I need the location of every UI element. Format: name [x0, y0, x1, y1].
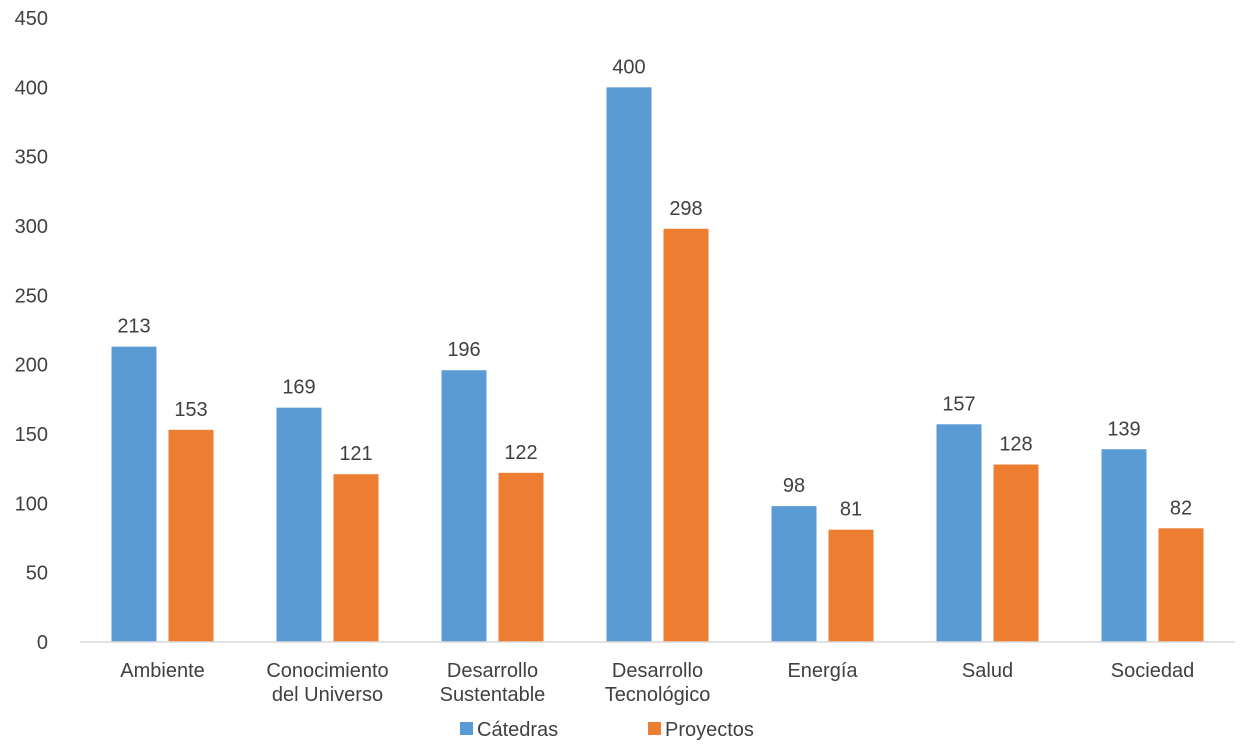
x-axis: Ambiente Conocimiento del Universo Desarrol… [120, 660, 1194, 706]
data-label: 400 [612, 56, 645, 78]
data-label: 81 [840, 499, 862, 521]
data-label: 139 [1107, 418, 1140, 440]
y-tick-label: 300 [15, 216, 48, 238]
data-label: 121 [339, 443, 372, 465]
data-label: 213 [117, 316, 150, 338]
legend-label: Proyectos [665, 719, 754, 741]
y-tick-label: 150 [15, 424, 48, 446]
x-tick-label: Ambiente [120, 660, 205, 682]
legend-swatch [460, 722, 473, 735]
y-tick-label: 100 [15, 493, 48, 515]
bar-proyectos [663, 228, 709, 643]
data-label: 82 [1170, 497, 1192, 519]
bars [111, 87, 1204, 643]
bar-catedras [606, 87, 652, 643]
legend-swatch [648, 722, 661, 735]
bar-proyectos [1158, 528, 1204, 642]
y-tick-label: 200 [15, 355, 48, 377]
data-label: 169 [282, 377, 315, 399]
bar-proyectos [993, 464, 1039, 642]
y-axis: 0 50 100 150 200 250 300 350 400 450 [15, 8, 48, 654]
legend-label: Cátedras [477, 719, 558, 741]
data-labels: 213 153 169 121 196 122 400 298 98 81 157 128 139 82 [117, 56, 1192, 520]
x-tick-label: Sociedad [1111, 660, 1194, 682]
bar-catedras [771, 506, 817, 642]
bar-proyectos [333, 474, 379, 642]
x-tick-label: Energía [787, 660, 858, 682]
legend: Cátedras Proyectos [460, 719, 754, 741]
y-tick-label: 350 [15, 147, 48, 169]
x-tick-label: Desarrollo Sustentable [440, 660, 546, 706]
data-label: 98 [783, 475, 805, 497]
x-tick-label: Desarrollo Tecnológico [605, 660, 711, 706]
data-label: 298 [669, 198, 702, 220]
bar-catedras [276, 407, 322, 642]
y-tick-label: 250 [15, 285, 48, 307]
data-label: 196 [447, 339, 480, 361]
bar-proyectos [498, 472, 544, 642]
x-tick-label: Salud [962, 660, 1013, 682]
bar-catedras [1101, 449, 1147, 642]
x-tick-label: Conocimiento del Universo [266, 660, 388, 706]
data-label: 122 [504, 442, 537, 464]
data-label: 157 [942, 393, 975, 415]
data-label: 153 [174, 399, 207, 421]
data-label: 128 [999, 434, 1032, 456]
bar-catedras [441, 370, 487, 642]
y-tick-label: 400 [15, 77, 48, 99]
y-tick-label: 50 [26, 563, 48, 585]
bar-proyectos [828, 529, 874, 642]
y-tick-label: 0 [37, 632, 48, 654]
y-tick-label: 450 [15, 8, 48, 30]
bar-proyectos [168, 429, 214, 642]
bar-catedras [111, 346, 157, 642]
bar-catedras [936, 424, 982, 642]
